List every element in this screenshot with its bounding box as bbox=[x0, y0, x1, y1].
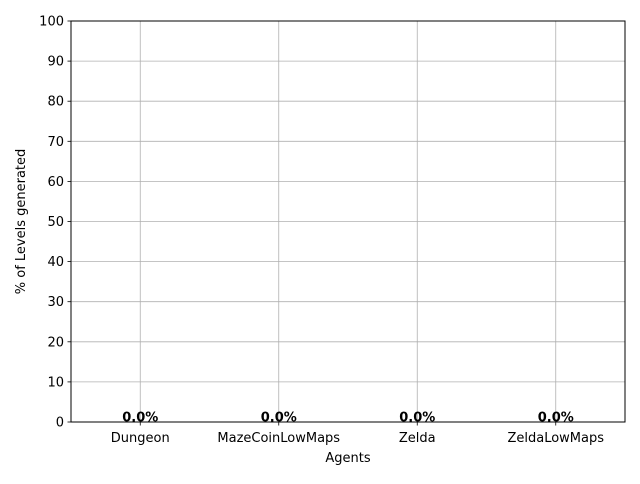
axis-ticks: 0 10 20 30 40 50 60 70 80 90 100 Dungeon MazeCoinLow… bbox=[39, 15, 604, 447]
y-tick-label: 10 bbox=[47, 375, 64, 390]
y-tick-label: 20 bbox=[47, 335, 64, 350]
y-tick-label: 50 bbox=[47, 215, 64, 230]
y-tick-label: 30 bbox=[47, 295, 64, 310]
bar-value-label: 0.0% bbox=[399, 411, 435, 426]
bar-value-label: 0.0% bbox=[122, 411, 158, 426]
y-tick-label: 60 bbox=[47, 175, 64, 190]
y-axis-label: % of Levels generated bbox=[14, 149, 29, 295]
data-labels: 0.0% 0.0% 0.0% 0.0% bbox=[122, 411, 574, 426]
bar-value-label: 0.0% bbox=[538, 411, 574, 426]
x-tick-label: ZeldaLowMaps bbox=[507, 431, 604, 446]
x-tick-label: MazeCoinLowMaps bbox=[217, 431, 340, 446]
y-tick-label: 70 bbox=[47, 135, 64, 150]
y-tick-label: 0 bbox=[56, 416, 64, 431]
x-tick-label: Dungeon bbox=[111, 431, 170, 446]
x-axis-label: Agents bbox=[325, 451, 370, 466]
y-tick-label: 80 bbox=[47, 95, 64, 110]
x-tick-label: Zelda bbox=[399, 431, 436, 446]
y-tick-label: 90 bbox=[47, 55, 64, 70]
y-tick-label: 40 bbox=[47, 255, 64, 270]
bar-value-label: 0.0% bbox=[261, 411, 297, 426]
y-tick-label: 100 bbox=[39, 15, 64, 30]
